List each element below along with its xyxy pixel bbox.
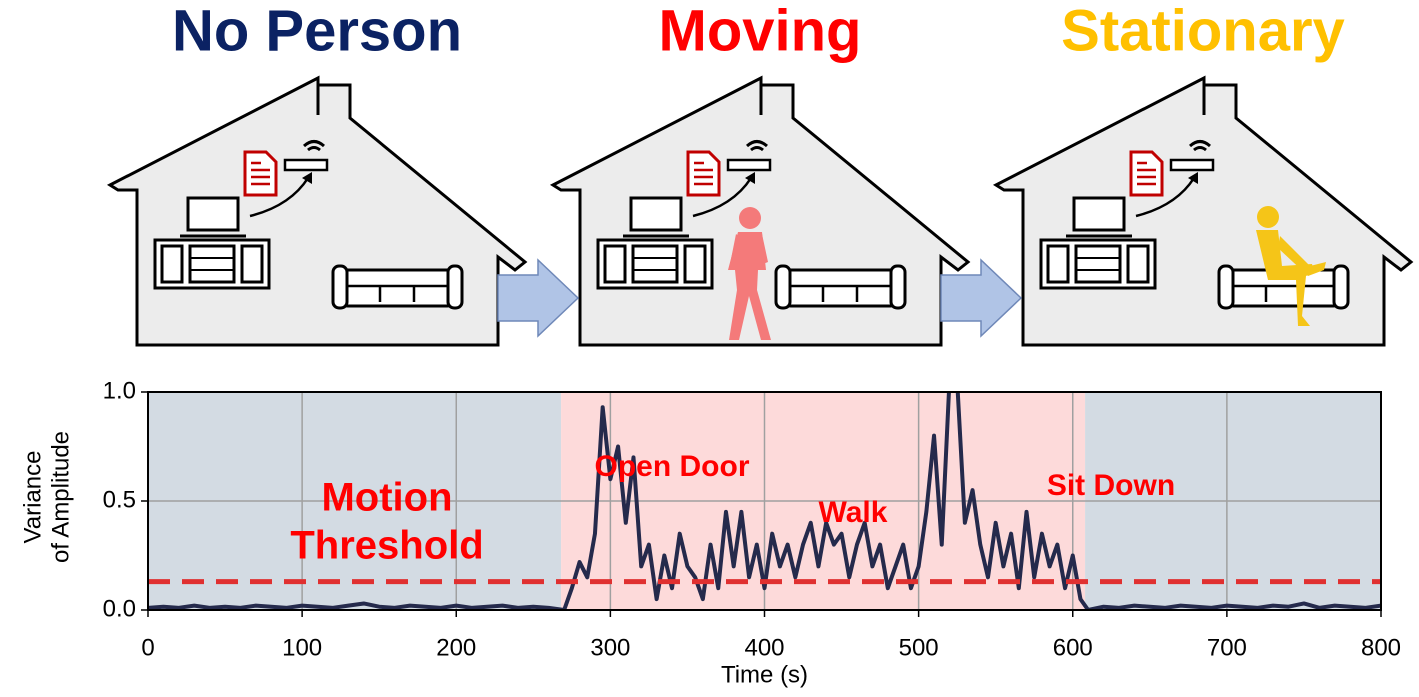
scene <box>110 78 525 345</box>
scene-title: Moving <box>659 0 862 63</box>
scene <box>996 78 1411 345</box>
x-axis-label: Time (s) <box>721 661 808 688</box>
x-tick-label: 800 <box>1361 634 1401 661</box>
house <box>996 78 1411 345</box>
annotation: Walk <box>819 496 888 529</box>
annotation: Threshold <box>290 524 483 568</box>
house <box>110 78 525 345</box>
y-axis-label: of Amplitude <box>47 431 74 563</box>
x-tick-label: 700 <box>1207 634 1247 661</box>
x-tick-label: 200 <box>436 634 476 661</box>
x-tick-label: 100 <box>282 634 322 661</box>
y-axis-label: Variance <box>19 451 46 544</box>
y-tick-label: 0.0 <box>103 595 136 622</box>
scene-title: Stationary <box>1061 0 1345 63</box>
x-tick-label: 400 <box>744 634 784 661</box>
y-tick-label: 1.0 <box>103 377 136 404</box>
transition-arrow <box>941 260 1021 336</box>
x-tick-label: 300 <box>590 634 630 661</box>
x-tick-label: 0 <box>141 634 154 661</box>
x-tick-label: 600 <box>1053 634 1093 661</box>
annotation: Sit Down <box>1047 469 1175 502</box>
scene-title: No Person <box>172 0 462 63</box>
annotation: Open Door <box>595 450 750 483</box>
x-tick-label: 500 <box>899 634 939 661</box>
annotation: Motion <box>321 476 452 520</box>
y-tick-label: 0.5 <box>103 486 136 513</box>
figure: No Person Moving Stationary 0 100 200 300 400 50… <box>0 0 1419 692</box>
transition-arrow <box>498 260 578 336</box>
